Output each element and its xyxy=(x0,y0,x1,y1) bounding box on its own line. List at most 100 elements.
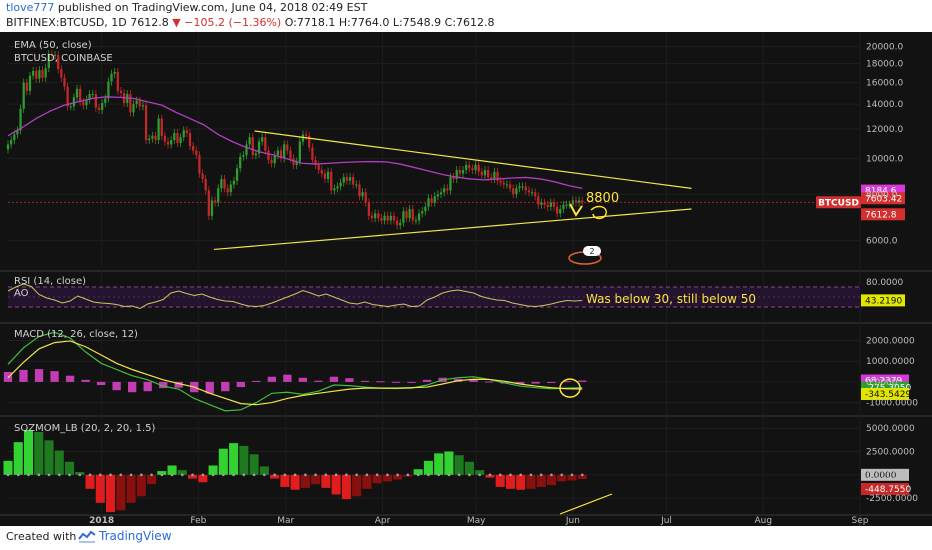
macd-histogram-bar xyxy=(112,381,121,391)
price-label: 7603.42 xyxy=(865,194,902,204)
squeeze-dot xyxy=(427,473,430,477)
candle-body xyxy=(210,200,214,216)
candle-body xyxy=(562,204,565,210)
candle-body xyxy=(22,82,25,109)
time-tick-label: 2018 xyxy=(89,516,114,526)
price-label: 7612.8 xyxy=(865,210,897,220)
author-link[interactable]: tlove777 xyxy=(6,1,55,14)
candle-body xyxy=(69,106,72,108)
candle-body xyxy=(364,192,367,203)
candle-body xyxy=(417,213,421,221)
candle-body xyxy=(242,155,245,157)
candle-body xyxy=(483,170,487,176)
candle-body xyxy=(50,54,54,56)
candle-body xyxy=(217,188,220,203)
candle-body xyxy=(298,141,301,162)
candle-body xyxy=(549,202,552,207)
squeeze-momentum-bar xyxy=(44,440,54,475)
trendline xyxy=(254,130,692,189)
macd-histogram-bar xyxy=(531,381,540,384)
squeeze-dot xyxy=(47,473,51,477)
candle-body xyxy=(110,73,113,82)
candle-body xyxy=(220,178,223,189)
candle-body xyxy=(79,88,82,102)
candle-body xyxy=(279,150,283,159)
sqz-value-label: -448.7550 xyxy=(865,485,911,495)
candle-body xyxy=(490,177,493,179)
price-label-bg xyxy=(861,192,905,205)
squeeze-dot xyxy=(365,473,369,477)
candle-body xyxy=(374,213,377,219)
squeeze-momentum-bar xyxy=(167,465,177,475)
candle-body xyxy=(433,196,436,203)
squeeze-momentum-bar xyxy=(475,470,485,475)
tradingview-brand[interactable]: TradingView xyxy=(99,529,172,543)
candle-body xyxy=(471,168,474,171)
candle-body xyxy=(166,141,170,145)
candle-body xyxy=(405,211,408,219)
macd-histogram-bar xyxy=(407,381,416,383)
publish-info: tlove777 published on TradingView.com, J… xyxy=(6,1,367,14)
macd-histogram-bar xyxy=(65,375,75,382)
rsi-pane[interactable]: 43.2190 Was below 30, still below 50 xyxy=(7,283,905,310)
squeeze-momentum-bar xyxy=(382,474,392,482)
chart-area[interactable]: BTCUSD 8184.6 7603.42 7612.8 8800 2 43.2190 Wa… xyxy=(0,32,932,526)
candle-body xyxy=(248,137,251,145)
candle-body xyxy=(267,150,270,160)
candle-body xyxy=(320,170,323,174)
candle-body xyxy=(552,202,556,207)
grid-lines xyxy=(8,32,861,515)
macd-histogram-bar xyxy=(547,381,556,383)
squeeze-momentum-bar xyxy=(536,474,546,487)
macd-line xyxy=(7,331,583,412)
candle-body xyxy=(286,144,289,151)
sqz-tick-label: 0.0000 xyxy=(866,471,898,481)
squeeze-dot xyxy=(345,473,348,477)
candle-body xyxy=(421,211,424,214)
candle-body xyxy=(414,220,418,222)
candle-body xyxy=(198,155,201,174)
candle-body xyxy=(521,186,524,188)
squeeze-dot xyxy=(222,473,225,477)
squeeze-momentum-pane[interactable]: 0.0000 -448.7550 xyxy=(3,430,911,515)
squeeze-dot xyxy=(263,473,266,477)
candle-body xyxy=(502,182,505,185)
candle-body xyxy=(6,144,10,150)
candle-body xyxy=(468,164,471,169)
candle-body xyxy=(204,178,207,191)
time-tick-label: Jul xyxy=(660,516,672,526)
squeeze-dot xyxy=(386,473,389,477)
candle-body xyxy=(10,140,13,145)
macd-pane[interactable]: 68.2379-275.3050-343.5429 xyxy=(3,331,912,412)
time-tick-label: May xyxy=(467,516,486,526)
tradingview-logo-icon xyxy=(78,530,96,543)
candle-body xyxy=(449,177,452,191)
candle-body xyxy=(195,150,198,156)
squeeze-momentum-bar xyxy=(218,448,228,475)
publish-text: published on TradingView.com, June 04, 2… xyxy=(57,1,368,14)
candle-body xyxy=(474,164,477,171)
candle-body xyxy=(559,209,562,214)
squeeze-dot xyxy=(68,473,71,477)
squeeze-momentum-bar xyxy=(393,474,403,480)
candle-body xyxy=(395,220,399,226)
candle-body xyxy=(75,88,79,98)
candle-body xyxy=(411,209,414,221)
candle-body xyxy=(314,159,317,165)
price-tick-label: 8000.0 xyxy=(866,190,898,200)
squeeze-dot xyxy=(78,473,82,477)
candle-body xyxy=(380,218,383,221)
candle-body xyxy=(424,206,427,212)
rsi-tick-label: 80.0000 xyxy=(866,278,903,288)
candle-body xyxy=(377,213,380,219)
squeeze-dot xyxy=(201,473,205,477)
candle-body xyxy=(577,200,581,203)
candle-body xyxy=(283,144,286,159)
time-tick-label: Apr xyxy=(375,516,391,526)
squeeze-momentum-bar xyxy=(464,461,474,475)
candle-body xyxy=(333,188,336,191)
candle-body xyxy=(154,135,157,141)
candle-body xyxy=(465,164,468,171)
